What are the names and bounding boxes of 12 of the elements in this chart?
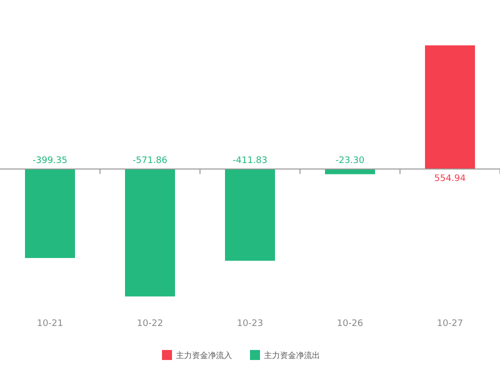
legend-label: 主力资金净流入 <box>176 351 232 360</box>
x-tick-label: 10-26 <box>336 319 364 329</box>
data-label: -411.83 <box>232 156 268 166</box>
x-tick-label: 10-27 <box>436 319 464 329</box>
data-label: -23.30 <box>335 156 365 166</box>
data-label: -571.86 <box>132 156 168 166</box>
legend-label: 主力资金净流出 <box>264 351 320 360</box>
data-label: -399.35 <box>32 156 68 166</box>
x-tick-label: 10-21 <box>36 319 64 329</box>
data-label: 554.94 <box>434 174 466 184</box>
x-tick-label: 10-22 <box>136 319 164 329</box>
x-tick-label: 10-23 <box>236 319 264 329</box>
